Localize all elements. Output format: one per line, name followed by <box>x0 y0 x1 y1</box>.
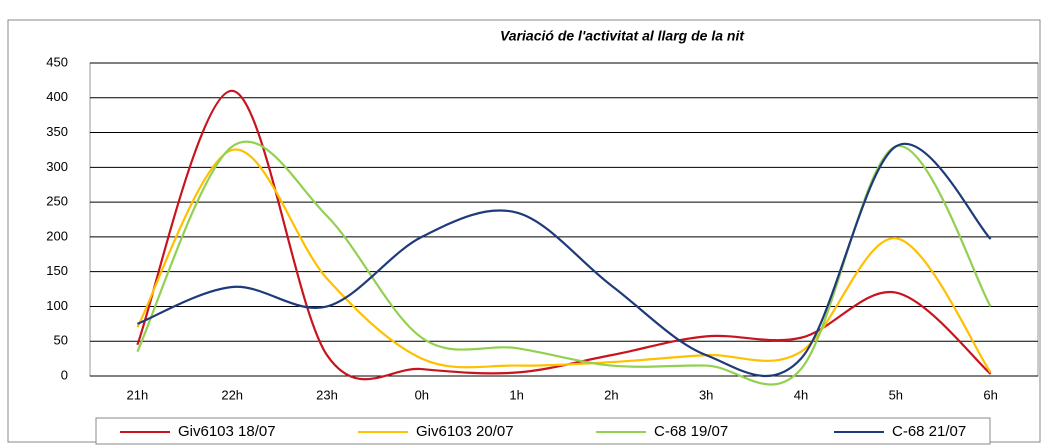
x-tick-label: 2h <box>604 387 618 402</box>
y-tick-label: 400 <box>46 89 68 104</box>
series-line <box>136 148 992 374</box>
y-tick-label: 350 <box>46 124 68 139</box>
legend-label: C-68 21/07 <box>892 423 966 440</box>
plot-area <box>89 62 1039 377</box>
y-tick-label: 150 <box>46 263 68 278</box>
x-tick-label: 1h <box>509 387 523 402</box>
chart-title: Variació de l'activitat al llarg de la n… <box>500 28 745 44</box>
y-tick-label: 100 <box>46 298 68 313</box>
series-line <box>137 142 992 377</box>
y-tick-label: 300 <box>46 159 68 174</box>
y-tick-label: 450 <box>46 54 68 69</box>
series-line <box>136 89 992 381</box>
y-tick-label: 250 <box>46 194 68 209</box>
x-tick-label: 23h <box>316 387 338 402</box>
x-tick-label: 4h <box>794 387 808 402</box>
y-tick-label: 0 <box>61 367 68 382</box>
x-tick-label: 5h <box>889 387 903 402</box>
x-tick-label: 0h <box>415 387 429 402</box>
x-tick-label: 22h <box>221 387 243 402</box>
y-tick-label: 200 <box>46 228 68 243</box>
legend-label: C-68 19/07 <box>654 423 728 440</box>
x-tick-label: 21h <box>127 387 149 402</box>
legend-label: Giv6103 18/07 <box>178 423 276 440</box>
x-tick-label: 6h <box>983 387 997 402</box>
legend-label: Giv6103 20/07 <box>416 423 514 440</box>
y-tick-label: 50 <box>54 333 68 348</box>
x-tick-label: 3h <box>699 387 713 402</box>
